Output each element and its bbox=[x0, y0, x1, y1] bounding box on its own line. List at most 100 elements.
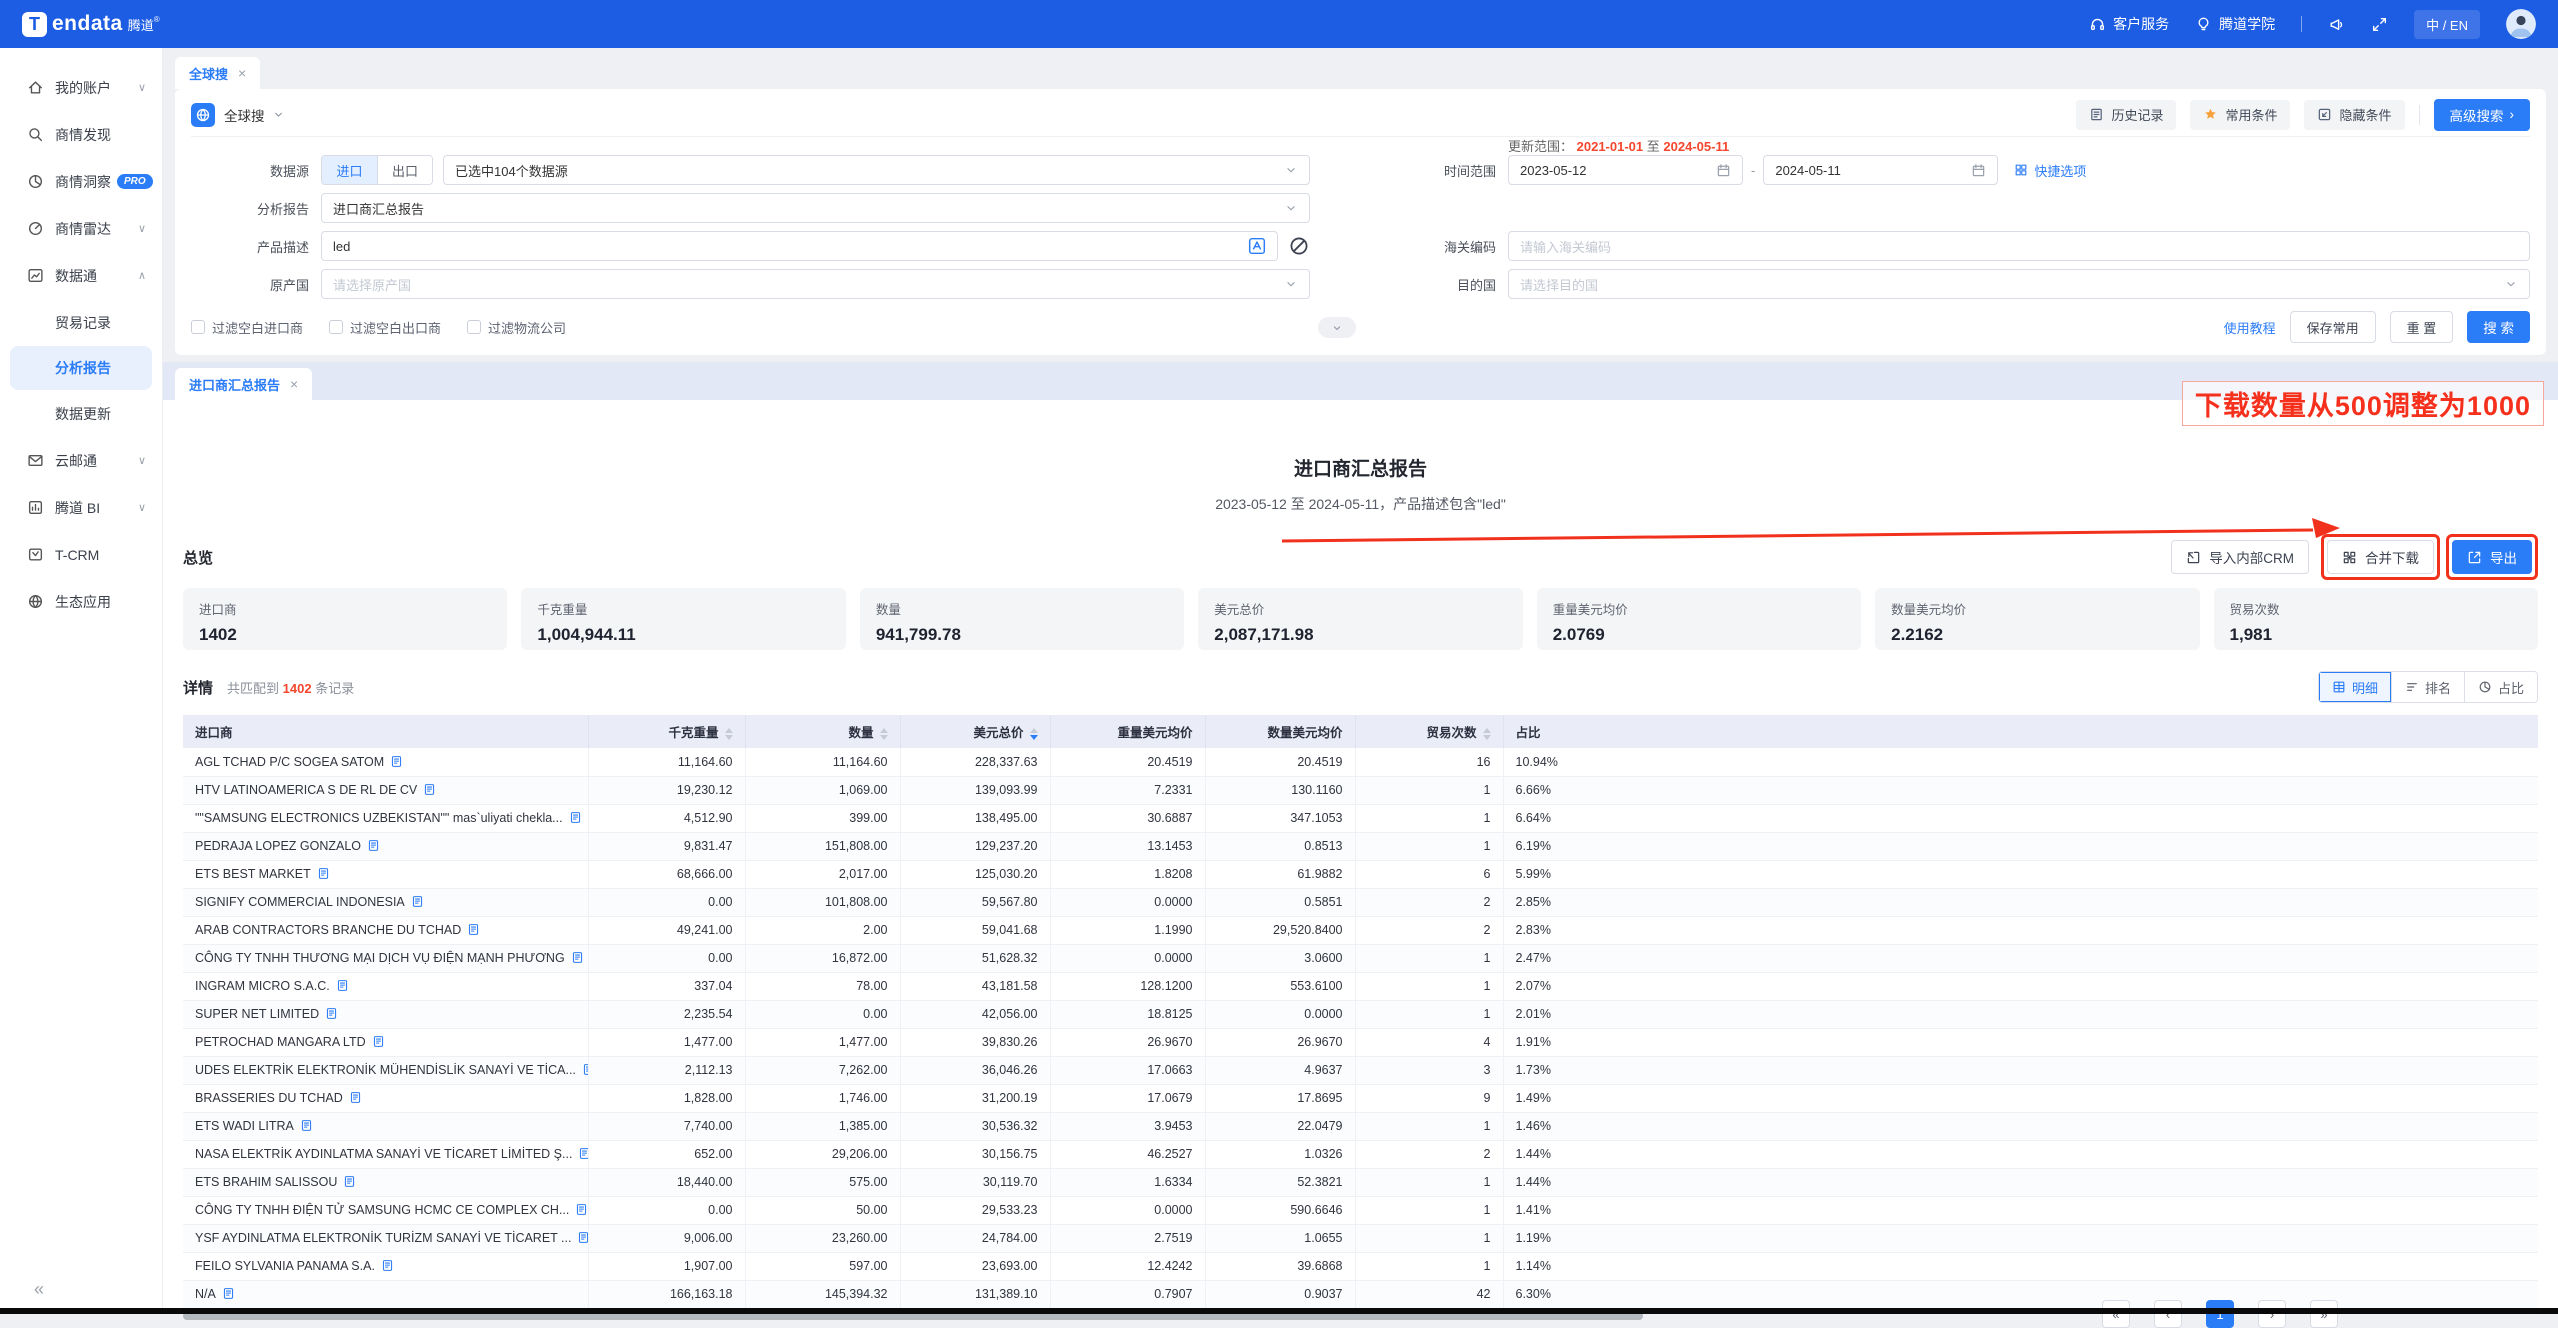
chevron-down-icon[interactable] bbox=[272, 108, 285, 121]
sort-icons[interactable] bbox=[1030, 728, 1038, 740]
sidebar-item-analysis-report[interactable]: 分析报告 bbox=[10, 346, 152, 390]
hide-filters-button[interactable]: 隐藏条件 bbox=[2304, 100, 2404, 130]
filter-checkbox-1[interactable]: 过滤空白出口商 bbox=[329, 318, 441, 337]
save-favorite-button[interactable]: 保存常用 bbox=[2290, 311, 2376, 343]
importer-name-cell[interactable]: ETS BEST MARKET bbox=[183, 860, 588, 888]
importer-name-cell[interactable]: UDES ELEKTRİK ELEKTRONİK MÜHENDİSLİK SAN… bbox=[183, 1056, 588, 1084]
company-info-icon[interactable] bbox=[582, 1063, 588, 1076]
tutorial-link[interactable]: 使用教程 bbox=[2224, 318, 2276, 337]
sidebar-collapse-button[interactable]: « bbox=[34, 1279, 44, 1300]
importer-name-cell[interactable]: ETS BRAHIM SALISSOU bbox=[183, 1168, 588, 1196]
report-type-select[interactable]: 进口商汇总报告 bbox=[321, 193, 1310, 223]
import-crm-button[interactable]: 导入内部CRM bbox=[2171, 540, 2309, 574]
close-icon[interactable]: × bbox=[290, 376, 298, 392]
importer-name-cell[interactable]: ETS WADI LITRA bbox=[183, 1112, 588, 1140]
filter-checkbox-0[interactable]: 过滤空白进口商 bbox=[191, 318, 303, 337]
origin-country-select[interactable]: 请选择原产国 bbox=[321, 269, 1310, 299]
view-detail-button[interactable]: 明细 bbox=[2319, 672, 2391, 702]
user-avatar[interactable] bbox=[2506, 9, 2536, 39]
translate-icon[interactable] bbox=[1248, 237, 1266, 255]
scope-dropdown[interactable]: 全球搜 bbox=[224, 105, 265, 125]
product-desc-input[interactable]: led bbox=[321, 231, 1278, 261]
page-button[interactable]: « bbox=[2102, 1300, 2130, 1328]
tendata-logo[interactable]: T endata 腾道® bbox=[22, 12, 160, 37]
company-info-icon[interactable] bbox=[467, 923, 480, 936]
sidebar-item-insight[interactable]: 商情洞察PRO bbox=[0, 158, 162, 205]
history-button[interactable]: 历史记录 bbox=[2076, 100, 2176, 130]
company-info-icon[interactable] bbox=[578, 1147, 588, 1160]
page-button-active[interactable]: 1 bbox=[2206, 1300, 2234, 1328]
date-from-input[interactable]: 2023-05-12 bbox=[1508, 155, 1743, 185]
importer-name-cell[interactable]: CÔNG TY TNHH ĐIỆN TỬ SAMSUNG HCMC CE COM… bbox=[183, 1196, 588, 1224]
tendata-academy-button[interactable]: 腾道学院 bbox=[2195, 14, 2275, 34]
company-info-icon[interactable] bbox=[577, 1231, 588, 1244]
datasource-select[interactable]: 已选中104个数据源 bbox=[443, 155, 1310, 185]
company-info-icon[interactable] bbox=[381, 1259, 394, 1272]
company-info-icon[interactable] bbox=[569, 811, 582, 824]
reset-button[interactable]: 重 置 bbox=[2390, 311, 2454, 343]
company-info-icon[interactable] bbox=[325, 1007, 338, 1020]
page-button[interactable]: › bbox=[2258, 1300, 2286, 1328]
importer-name-cell[interactable]: CÔNG TY TNHH THƯƠNG MẠI DỊCH VỤ ĐIỆN MẠN… bbox=[183, 944, 588, 972]
importer-name-cell[interactable]: HTV LATINOAMERICA S DE RL DE CV bbox=[183, 776, 588, 804]
merge-download-button[interactable]: 合并下载 bbox=[2327, 540, 2434, 574]
importer-name-cell[interactable]: SUPER NET LIMITED bbox=[183, 1000, 588, 1028]
importer-name-cell[interactable]: ""SAMSUNG ELECTRONICS UZBEKISTAN"" mas`u… bbox=[183, 804, 588, 832]
favorites-button[interactable]: 常用条件 bbox=[2190, 100, 2290, 130]
sort-icons[interactable] bbox=[725, 728, 733, 740]
company-info-icon[interactable] bbox=[411, 895, 424, 908]
import-toggle[interactable]: 进口 bbox=[322, 156, 377, 184]
export-button[interactable]: 导出 bbox=[2452, 540, 2532, 574]
company-info-icon[interactable] bbox=[372, 1035, 385, 1048]
filter-checkbox-2[interactable]: 过滤物流公司 bbox=[467, 318, 566, 337]
company-info-icon[interactable] bbox=[575, 1203, 588, 1216]
collapse-filters-button[interactable] bbox=[1318, 317, 1356, 338]
sidebar-item-tendata-bi[interactable]: 腾道 BI∨ bbox=[0, 484, 162, 531]
company-info-icon[interactable] bbox=[390, 755, 403, 768]
announcement-button[interactable] bbox=[2328, 16, 2345, 33]
importer-name-cell[interactable]: ARAB CONTRACTORS BRANCHE DU TCHAD bbox=[183, 916, 588, 944]
view-ratio-button[interactable]: 占比 bbox=[2464, 672, 2537, 702]
page-button[interactable]: » bbox=[2310, 1300, 2338, 1328]
date-to-input[interactable]: 2024-05-11 bbox=[1763, 155, 1998, 185]
company-info-icon[interactable] bbox=[349, 1091, 362, 1104]
company-info-icon[interactable] bbox=[317, 867, 330, 880]
dest-country-select[interactable]: 请选择目的国 bbox=[1508, 269, 2530, 299]
hs-code-input[interactable]: 请输入海关编码 bbox=[1508, 231, 2530, 261]
sidebar-item-discovery[interactable]: 商情发现 bbox=[0, 111, 162, 158]
company-info-icon[interactable] bbox=[336, 979, 349, 992]
tab-import-summary-report[interactable]: 进口商汇总报告 × bbox=[175, 368, 312, 400]
column-header[interactable]: 美元总价 bbox=[900, 715, 1050, 748]
importer-name-cell[interactable]: FEILO SYLVANIA PANAMA S.A. bbox=[183, 1252, 588, 1280]
search-button[interactable]: 搜 索 bbox=[2467, 311, 2530, 343]
page-button[interactable]: ‹ bbox=[2154, 1300, 2182, 1328]
importer-name-cell[interactable]: PETROCHAD MANGARA LTD bbox=[183, 1028, 588, 1056]
checkbox-icon[interactable] bbox=[191, 320, 205, 334]
importer-name-cell[interactable]: NASA ELEKTRİK AYDINLATMA SANAYİ VE TİCAR… bbox=[183, 1140, 588, 1168]
sidebar-item-trade-records[interactable]: 贸易记录 bbox=[0, 299, 162, 346]
company-info-icon[interactable] bbox=[571, 951, 584, 964]
checkbox-icon[interactable] bbox=[329, 320, 343, 334]
sidebar-item-datahub[interactable]: 数据通∧ bbox=[0, 252, 162, 299]
company-info-icon[interactable] bbox=[343, 1175, 356, 1188]
tab-global-search[interactable]: 全球搜 × bbox=[175, 57, 260, 89]
company-info-icon[interactable] bbox=[222, 1287, 235, 1300]
language-toggle[interactable]: 中 / EN bbox=[2414, 10, 2480, 39]
sidebar-item-t-crm[interactable]: T-CRM bbox=[0, 531, 162, 578]
sidebar-item-mailhub[interactable]: 云邮通∨ bbox=[0, 437, 162, 484]
globe-icon[interactable] bbox=[191, 103, 215, 127]
column-header[interactable]: 数量 bbox=[745, 715, 900, 748]
importer-name-cell[interactable]: YSF AYDINLATMA ELEKTRONİK TURİZM SANAYİ … bbox=[183, 1224, 588, 1252]
sidebar-item-data-update[interactable]: 数据更新 bbox=[0, 390, 162, 437]
company-info-icon[interactable] bbox=[367, 839, 380, 852]
importer-name-cell[interactable]: N/A bbox=[183, 1280, 588, 1308]
advanced-search-button[interactable]: 高级搜索 › bbox=[2434, 99, 2531, 131]
sidebar-item-account[interactable]: 我的账户∨ bbox=[0, 64, 162, 111]
sidebar-item-eco-apps[interactable]: 生态应用 bbox=[0, 578, 162, 625]
importer-name-cell[interactable]: SIGNIFY COMMERCIAL INDONESIA bbox=[183, 888, 588, 916]
exclude-words-icon[interactable] bbox=[1288, 235, 1310, 257]
sort-icons[interactable] bbox=[1483, 728, 1491, 740]
company-info-icon[interactable] bbox=[423, 783, 436, 796]
importer-name-cell[interactable]: BRASSERIES DU TCHAD bbox=[183, 1084, 588, 1112]
quick-options-link[interactable]: 快捷选项 bbox=[2014, 161, 2086, 180]
